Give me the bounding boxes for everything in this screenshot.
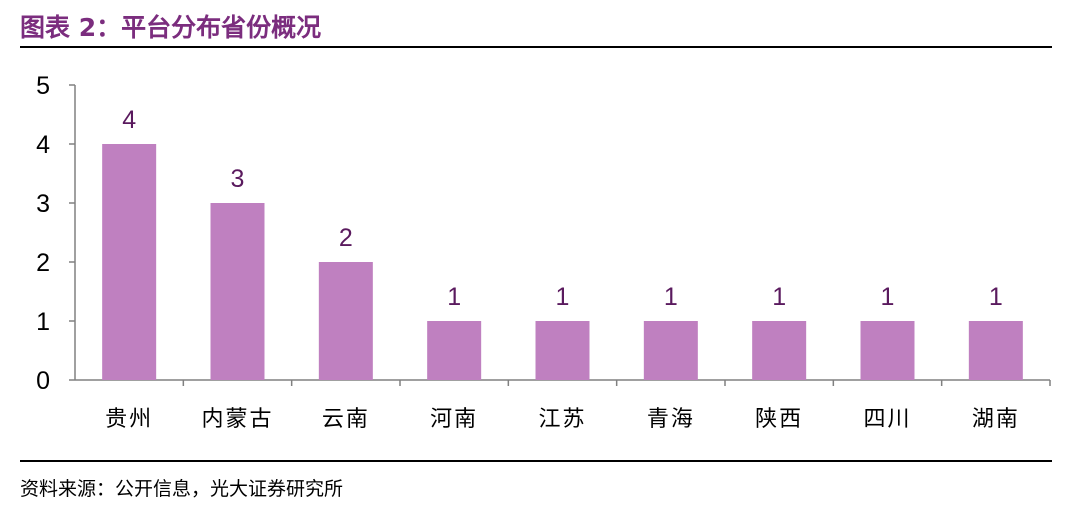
bar-8 [968, 321, 1023, 380]
y-tick-label: 5 [36, 72, 50, 100]
y-tick-label: 1 [36, 308, 50, 336]
bar-0 [102, 144, 157, 380]
category-label-8: 湖南 [972, 407, 1020, 432]
data-label-1: 3 [231, 165, 245, 193]
y-tick-label: 0 [36, 367, 50, 395]
data-label-2: 2 [339, 224, 353, 252]
bottom-rule [20, 460, 1052, 462]
category-label-3: 河南 [430, 407, 478, 432]
data-label-0: 4 [122, 106, 136, 134]
category-label-4: 江苏 [538, 407, 586, 432]
data-label-7: 1 [881, 283, 895, 311]
source-note: 资料来源：公开信息，光大证券研究所 [20, 478, 344, 500]
data-label-4: 1 [556, 283, 570, 311]
category-label-6: 陕西 [755, 407, 803, 432]
bar-5 [643, 321, 698, 380]
bar-6 [752, 321, 807, 380]
bar-1 [210, 203, 265, 380]
category-label-0: 贵州 [105, 407, 153, 432]
category-label-5: 青海 [647, 407, 695, 432]
category-label-7: 四川 [863, 407, 911, 432]
category-label-2: 云南 [322, 407, 370, 432]
data-label-6: 1 [772, 283, 786, 311]
top-rule [20, 46, 1052, 48]
bar-2 [318, 262, 373, 380]
figure-title: 图表 2：平台分布省份概况 [20, 13, 322, 42]
y-tick-label: 2 [36, 249, 50, 277]
chart-labels: 4 贵州 3 内蒙古 2 云南 1 河南 1 江苏 1 青海 1 陕西 1 四川 1 湖南 [105, 106, 1020, 432]
y-tick-label: 3 [36, 190, 50, 218]
bar-7 [860, 321, 915, 380]
data-label-5: 1 [664, 283, 678, 311]
y-tick-label: 4 [36, 131, 50, 159]
bar-4 [535, 321, 590, 380]
chart-bars [102, 144, 1023, 380]
category-label-1: 内蒙古 [201, 407, 273, 432]
data-label-8: 1 [989, 283, 1003, 311]
bar-chart: 0 1 2 3 4 5 4 贵州 3 内蒙古 2 云南 1 河南 1 江苏 1 青海 1 陕西 1 四川 1 湖南 [36, 72, 1051, 432]
bar-3 [427, 321, 482, 380]
data-label-3: 1 [447, 283, 461, 311]
